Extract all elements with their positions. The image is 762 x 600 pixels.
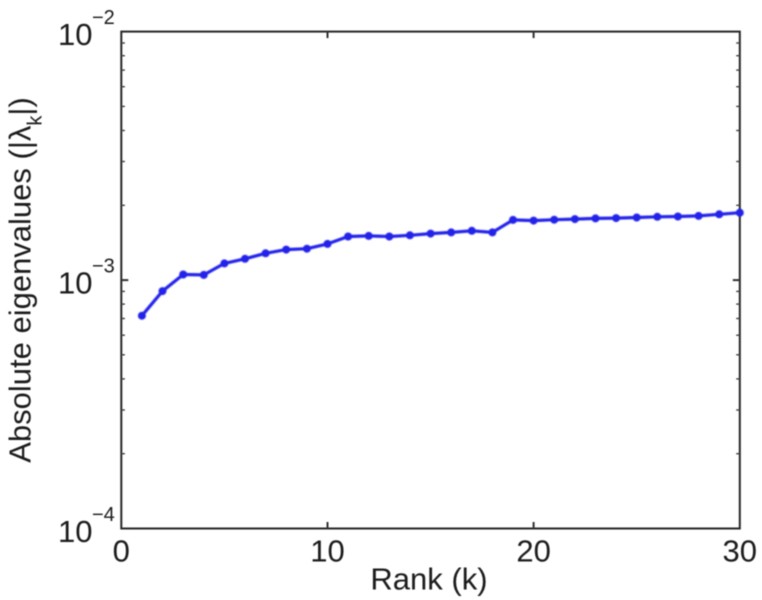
svg-text:Absolute eigenvalues (|λk|): Absolute eigenvalues (|λk|) bbox=[3, 97, 47, 463]
svg-text:−2: −2 bbox=[92, 7, 115, 29]
svg-text:10: 10 bbox=[58, 514, 92, 549]
svg-text:10: 10 bbox=[310, 534, 344, 569]
svg-text:−4: −4 bbox=[92, 504, 115, 526]
svg-text:−3: −3 bbox=[92, 256, 115, 278]
svg-text:20: 20 bbox=[516, 534, 550, 569]
svg-text:Rank (k): Rank (k) bbox=[370, 562, 487, 597]
svg-text:10: 10 bbox=[58, 17, 92, 52]
svg-text:10: 10 bbox=[58, 266, 92, 301]
svg-text:30: 30 bbox=[723, 534, 757, 569]
svg-text:0: 0 bbox=[113, 534, 130, 569]
